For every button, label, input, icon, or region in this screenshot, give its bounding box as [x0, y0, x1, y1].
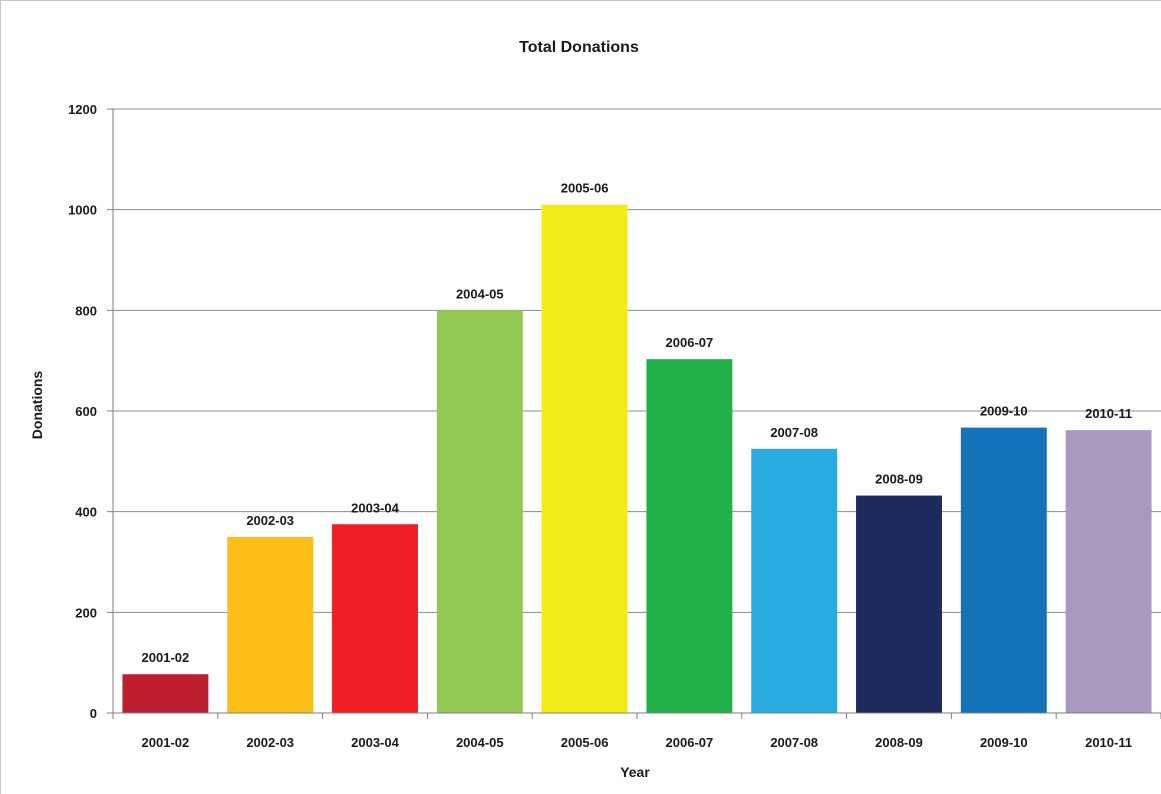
bar	[227, 536, 314, 713]
bar	[436, 310, 523, 713]
bar-data-label: 2009-10	[980, 404, 1028, 419]
x-tick-label: 2008-09	[875, 735, 923, 750]
x-tick-label: 2004-05	[456, 735, 504, 750]
x-tick-label: 2010-11	[1085, 735, 1132, 750]
bar	[856, 495, 942, 713]
x-axis-ticks: 2001-02 2002-03 2003-04 2004-05 2005-06 2006-…	[112, 713, 1161, 750]
y-tick-label: 200	[75, 605, 97, 620]
bar	[332, 524, 418, 713]
bar	[751, 448, 838, 713]
x-tick-label: 2006-07	[666, 735, 714, 750]
chart-title: Total Donations	[519, 39, 639, 56]
bar	[541, 204, 628, 713]
bar-data-label: 2008-09	[875, 472, 923, 487]
y-tick-label: 600	[75, 404, 97, 419]
bar	[122, 674, 209, 713]
bar-data-label: 2007-08	[770, 425, 818, 440]
bars	[122, 204, 1152, 713]
y-axis-ticks: 0 200 400 600 800 1000 1200	[68, 102, 113, 721]
x-axis-title: Year	[620, 764, 650, 780]
y-tick-label: 0	[90, 706, 97, 721]
bar	[646, 359, 733, 713]
bar-data-label: 2004-05	[456, 286, 504, 301]
bar-data-labels: 2001-02 2002-03 2003-04 2004-05 2005-06 2006-…	[142, 181, 1133, 666]
y-tick-label: 800	[75, 303, 97, 318]
bar-data-label: 2006-07	[666, 335, 714, 350]
bar	[960, 427, 1047, 713]
y-axis-title: Donations	[29, 371, 45, 440]
y-tick-label: 400	[75, 505, 97, 520]
bar-data-label: 2010-11	[1085, 406, 1132, 421]
x-tick-label: 2001-02	[142, 735, 190, 750]
bar-data-label: 2003-04	[351, 500, 399, 515]
x-tick-label: 2009-10	[980, 735, 1028, 750]
bar	[1065, 430, 1152, 713]
x-tick-label: 2007-08	[770, 735, 818, 750]
x-tick-label: 2005-06	[561, 735, 609, 750]
bar-data-label: 2001-02	[142, 650, 190, 665]
y-tick-label: 1000	[68, 203, 97, 218]
x-tick-label: 2002-03	[246, 735, 294, 750]
bar-data-label: 2002-03	[246, 513, 294, 528]
y-tick-label: 1200	[68, 102, 97, 117]
x-tick-label: 2003-04	[351, 735, 399, 750]
bar-data-label: 2005-06	[561, 181, 609, 196]
